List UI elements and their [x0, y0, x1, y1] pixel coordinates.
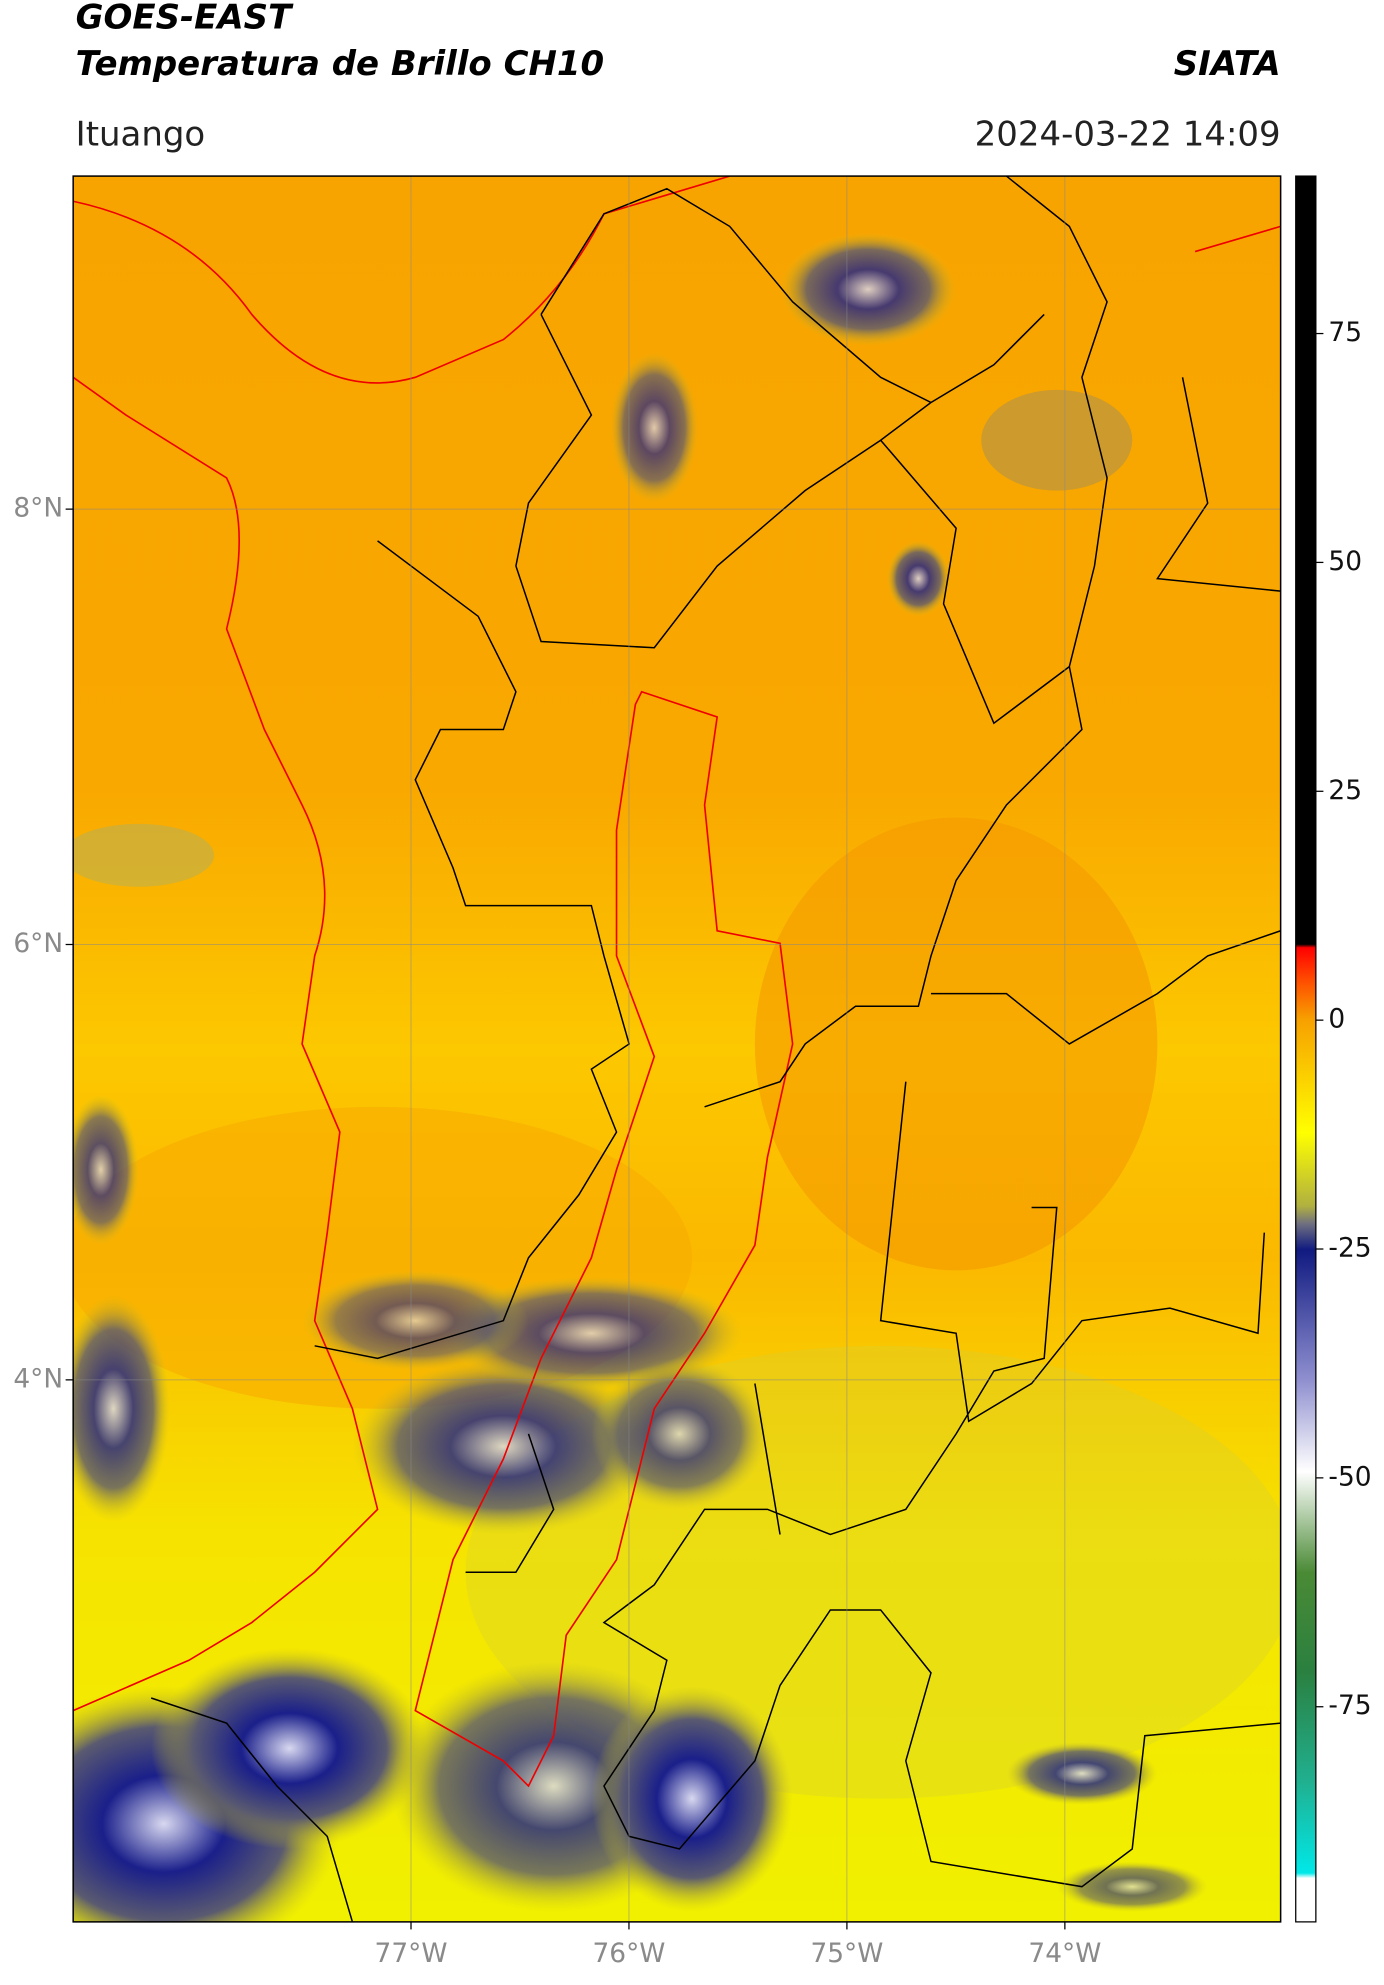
colorbar	[1295, 175, 1317, 1923]
location: Ituango	[76, 114, 206, 154]
datetime: 2024-03-22 14:09	[975, 114, 1281, 154]
map-frame	[72, 175, 1282, 1923]
map-image	[73, 176, 1281, 1922]
colorbar-tick-label: -25	[1328, 1233, 1371, 1264]
grid	[73, 176, 1281, 1922]
colorbar-tick-label: 25	[1328, 775, 1362, 806]
y-tick-label: 8°N	[13, 493, 63, 524]
colorbar-tick-label: 0	[1328, 1004, 1345, 1035]
y-tick-label: 6°N	[13, 928, 63, 959]
colorbar-tick-label: 75	[1328, 317, 1362, 348]
y-tick-label: 4°N	[13, 1363, 63, 1394]
x-tick-label: 76°W	[592, 1938, 665, 1969]
colorbar-tick-label: 50	[1328, 546, 1362, 577]
x-tick-label: 74°W	[1028, 1938, 1101, 1969]
colorbar-tick-label: -50	[1328, 1461, 1371, 1492]
agency: SIATA	[1174, 44, 1281, 84]
title: GOES-EAST	[76, 0, 294, 37]
x-tick-label: 75°W	[810, 1938, 883, 1969]
subtitle: Temperatura de Brillo CH10	[76, 44, 604, 84]
x-tick-label: 77°W	[375, 1938, 448, 1969]
colorbar-tick-label: -75	[1328, 1690, 1371, 1721]
